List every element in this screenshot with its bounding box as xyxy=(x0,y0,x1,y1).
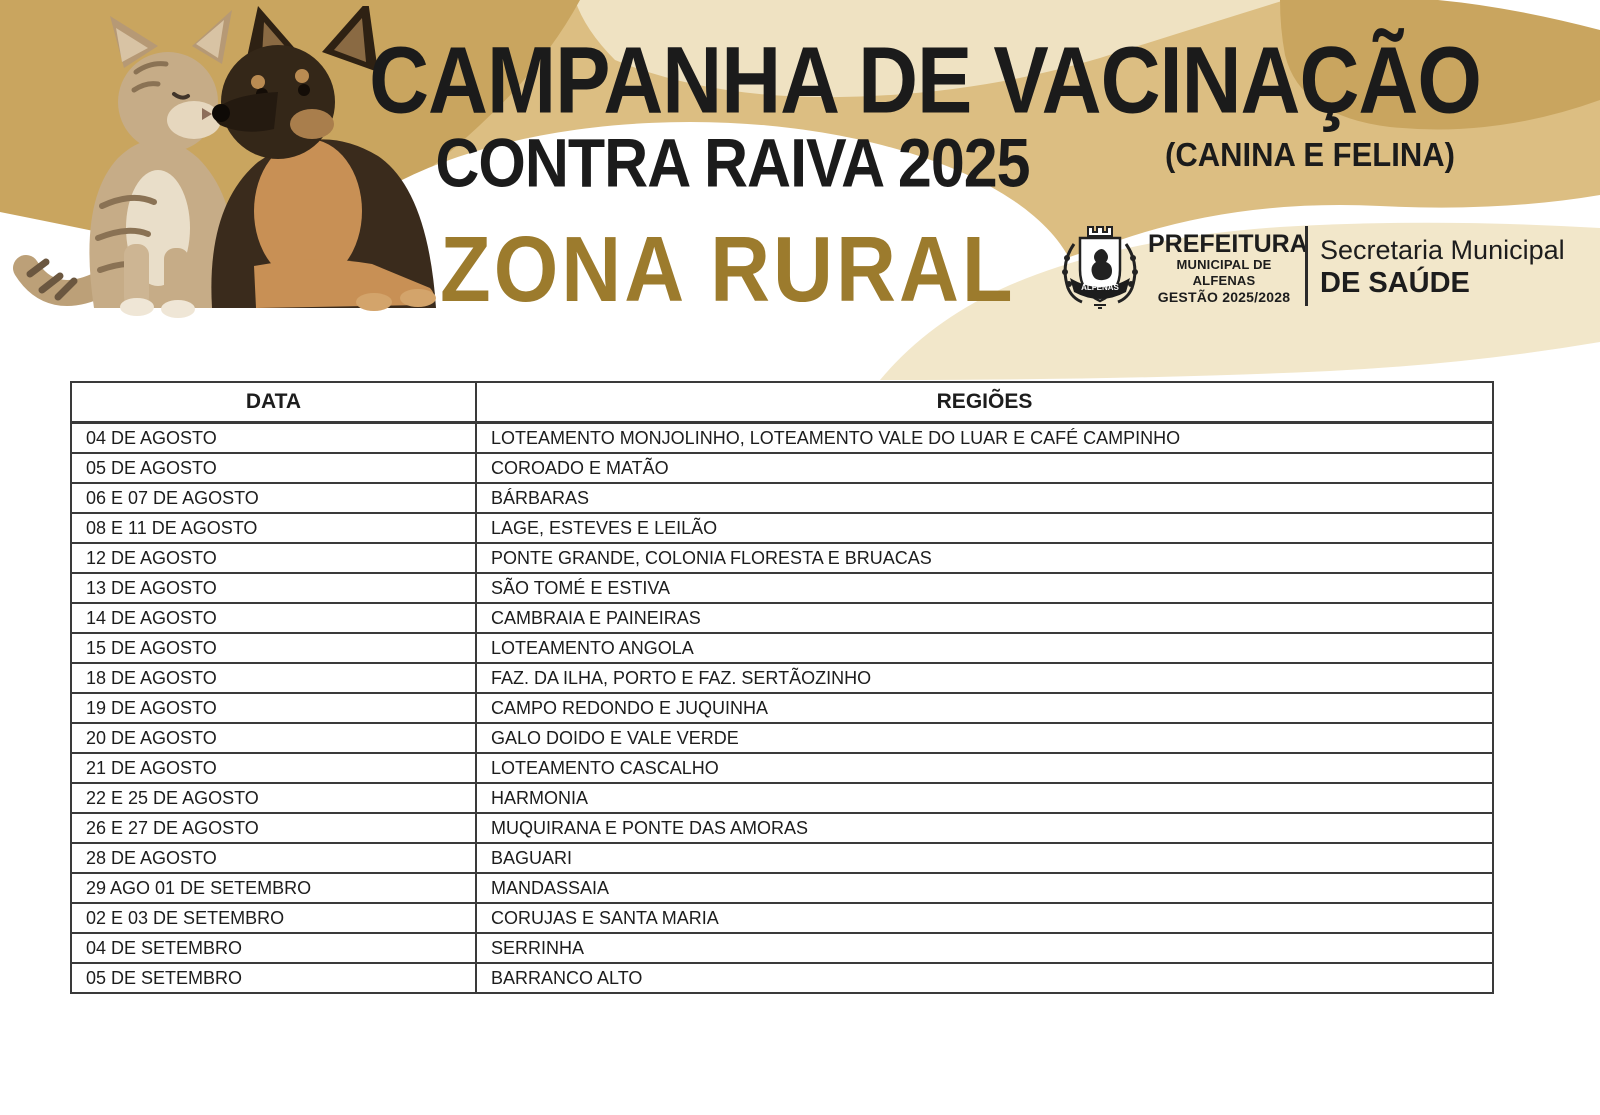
table-row: 13 DE AGOSTO SÃO TOMÉ E ESTIVA xyxy=(70,572,1494,604)
table-row: 12 DE AGOSTO PONTE GRANDE, COLONIA FLORES… xyxy=(70,542,1494,574)
city-crest-icon: ALFENAS xyxy=(1062,226,1138,309)
table-row: 18 DE AGOSTO FAZ. DA ILHA, PORTO E FAZ. S… xyxy=(70,662,1494,694)
table-row: 06 E 07 DE AGOSTO BÁRBARAS xyxy=(70,482,1494,514)
audience-note: (CANINA E FELINA) xyxy=(1165,136,1455,174)
date-cell: 02 E 03 DE SETEMBRO xyxy=(70,902,477,934)
table-row: 05 DE AGOSTO COROADO E MATÃO xyxy=(70,452,1494,484)
date-cell: 28 DE AGOSTO xyxy=(70,842,477,874)
region-cell: CORUJAS E SANTA MARIA xyxy=(475,902,1494,934)
region-cell: LOTEAMENTO MONJOLINHO, LOTEAMENTO VALE D… xyxy=(475,421,1494,454)
prefeitura-logo-text: PREFEITURA MUNICIPAL DE ALFENAS GESTÃO 2… xyxy=(1148,230,1308,306)
dept-line1: Secretaria Municipal xyxy=(1320,235,1565,265)
date-cell: 14 DE AGOSTO xyxy=(70,602,477,634)
table-row: 02 E 03 DE SETEMBRO CORUJAS E SANTA MARIA xyxy=(70,902,1494,934)
date-cell: 19 DE AGOSTO xyxy=(70,692,477,724)
table-row: 19 DE AGOSTO CAMPO REDONDO E JUQUINHA xyxy=(70,692,1494,724)
region-cell: BARRANCO ALTO xyxy=(475,962,1494,994)
date-cell: 26 E 27 DE AGOSTO xyxy=(70,812,477,844)
table-header-row: DATA REGIÕES xyxy=(70,381,1494,424)
region-cell: MUQUIRANA E PONTE DAS AMORAS xyxy=(475,812,1494,844)
org-term: GESTÃO 2025/2028 xyxy=(1157,289,1291,305)
dept-line2: DE SAÚDE xyxy=(1320,267,1470,299)
date-cell: 15 DE AGOSTO xyxy=(70,632,477,664)
crest-ribbon-text: ALFENAS xyxy=(1081,283,1119,292)
column-header-data: DATA xyxy=(70,381,477,424)
table-row: 20 DE AGOSTO GALO DOIDO E VALE VERDE xyxy=(70,722,1494,754)
date-cell: 05 DE SETEMBRO xyxy=(70,962,477,994)
schedule-table-body: 04 DE AGOSTO LOTEAMENTO MONJOLINHO, LOTEA… xyxy=(70,421,1494,994)
zone-title: ZONA RURAL xyxy=(440,217,1016,322)
table-row: 15 DE AGOSTO LOTEAMENTO ANGOLA xyxy=(70,632,1494,664)
region-cell: PONTE GRANDE, COLONIA FLORESTA E BRUACAS xyxy=(475,542,1494,574)
date-cell: 22 E 25 DE AGOSTO xyxy=(70,782,477,814)
org-subtitle: MUNICIPAL DE ALFENAS xyxy=(1176,257,1272,288)
region-cell: HARMONIA xyxy=(475,782,1494,814)
table-row: 21 DE AGOSTO LOTEAMENTO CASCALHO xyxy=(70,752,1494,784)
table-row: 29 AGO 01 DE SETEMBRO MANDASSAIA xyxy=(70,872,1494,904)
org-name: PREFEITURA xyxy=(1148,230,1308,258)
region-cell: BAGUARI xyxy=(475,842,1494,874)
date-cell: 18 DE AGOSTO xyxy=(70,662,477,694)
column-header-regioes: REGIÕES xyxy=(475,381,1494,424)
date-cell: 05 DE AGOSTO xyxy=(70,452,477,484)
date-cell: 04 DE SETEMBRO xyxy=(70,932,477,964)
table-row: 22 E 25 DE AGOSTO HARMONIA xyxy=(70,782,1494,814)
region-cell: LOTEAMENTO ANGOLA xyxy=(475,632,1494,664)
date-cell: 21 DE AGOSTO xyxy=(70,752,477,784)
date-cell: 20 DE AGOSTO xyxy=(70,722,477,754)
region-cell: SERRINHA xyxy=(475,932,1494,964)
region-cell: CAMBRAIA E PAINEIRAS xyxy=(475,602,1494,634)
campaign-subtitle: CONTRA RAIVA 2025 xyxy=(435,125,1030,202)
vaccination-schedule-table: DATA REGIÕES 04 DE AGOSTO LOTEAMENTO MONJ… xyxy=(70,381,1494,994)
region-cell: MANDASSAIA xyxy=(475,872,1494,904)
region-cell: GALO DOIDO E VALE VERDE xyxy=(475,722,1494,754)
date-cell: 29 AGO 01 DE SETEMBRO xyxy=(70,872,477,904)
table-row: 14 DE AGOSTO CAMBRAIA E PAINEIRAS xyxy=(70,602,1494,634)
logo-divider xyxy=(1305,226,1308,306)
table-row: 05 DE SETEMBRO BARRANCO ALTO xyxy=(70,962,1494,994)
region-cell: LAGE, ESTEVES E LEILÃO xyxy=(475,512,1494,544)
cat-and-dog-photo xyxy=(13,6,436,318)
health-secretary-logo-text: Secretaria Municipal DE SAÚDE xyxy=(1320,234,1565,300)
region-cell: LOTEAMENTO CASCALHO xyxy=(475,752,1494,784)
region-cell: CAMPO REDONDO E JUQUINHA xyxy=(475,692,1494,724)
region-cell: BÁRBARAS xyxy=(475,482,1494,514)
region-cell: SÃO TOMÉ E ESTIVA xyxy=(475,572,1494,604)
date-cell: 13 DE AGOSTO xyxy=(70,572,477,604)
region-cell: COROADO E MATÃO xyxy=(475,452,1494,484)
date-cell: 12 DE AGOSTO xyxy=(70,542,477,574)
table-row: 28 DE AGOSTO BAGUARI xyxy=(70,842,1494,874)
date-cell: 04 DE AGOSTO xyxy=(70,421,477,454)
date-cell: 06 E 07 DE AGOSTO xyxy=(70,482,477,514)
table-row: 04 DE AGOSTO LOTEAMENTO MONJOLINHO, LOTEA… xyxy=(70,421,1494,454)
campaign-title: CAMPANHA DE VACINAÇÃO xyxy=(369,27,1482,134)
table-row: 26 E 27 DE AGOSTO MUQUIRANA E PONTE DAS A… xyxy=(70,812,1494,844)
region-cell: FAZ. DA ILHA, PORTO E FAZ. SERTÃOZINHO xyxy=(475,662,1494,694)
table-row: 04 DE SETEMBRO SERRINHA xyxy=(70,932,1494,964)
date-cell: 08 E 11 DE AGOSTO xyxy=(70,512,477,544)
table-row: 08 E 11 DE AGOSTO LAGE, ESTEVES E LEILÃO xyxy=(70,512,1494,544)
